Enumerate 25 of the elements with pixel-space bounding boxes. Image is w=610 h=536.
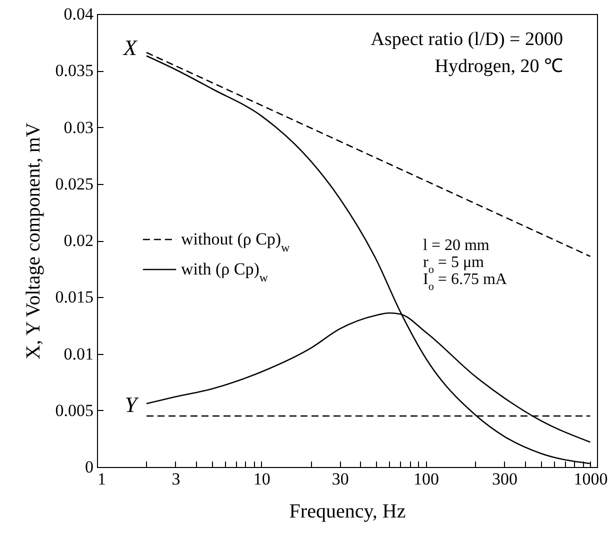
y-tick-label: 0.035	[55, 61, 94, 80]
y-tick-label: 0.03	[64, 118, 94, 137]
y-tick-label: 0.04	[64, 4, 94, 24]
annotation: X	[122, 35, 139, 60]
annotation: Y	[124, 392, 140, 417]
x-tick-label: 1000	[574, 470, 608, 488]
legend-label: with (ρ Cp)$_{w}$	[181, 260, 268, 284]
annotation: Hydrogen, 20 ℃	[434, 56, 563, 77]
y-tick-label: 0.005	[55, 400, 94, 420]
x-tick-label: 300	[492, 470, 518, 488]
x-tick-label: 100	[414, 470, 440, 488]
y-axis-title: X, Y Voltage component, mV	[22, 122, 44, 360]
y-tick-label: 0	[85, 458, 94, 476]
legend-label: without (ρ Cp)$_{w}$	[181, 230, 290, 254]
x-axis-title: Frequency, Hz	[289, 500, 406, 522]
y-tick-label: 0.01	[64, 344, 94, 364]
x-tick-label: 30	[332, 470, 349, 488]
y-tick-label: 0.02	[64, 231, 94, 250]
annotation: Aspect ratio (l/D) = 2000	[370, 29, 563, 50]
x-tick-label: 3	[172, 470, 180, 488]
y-tick-label: 0.015	[55, 288, 94, 307]
annotation: l = 20 mm	[423, 237, 490, 254]
x-tick-label: 10	[253, 470, 270, 488]
x-tick-label: 1	[98, 470, 106, 488]
y-tick-label: 0.025	[55, 174, 94, 194]
